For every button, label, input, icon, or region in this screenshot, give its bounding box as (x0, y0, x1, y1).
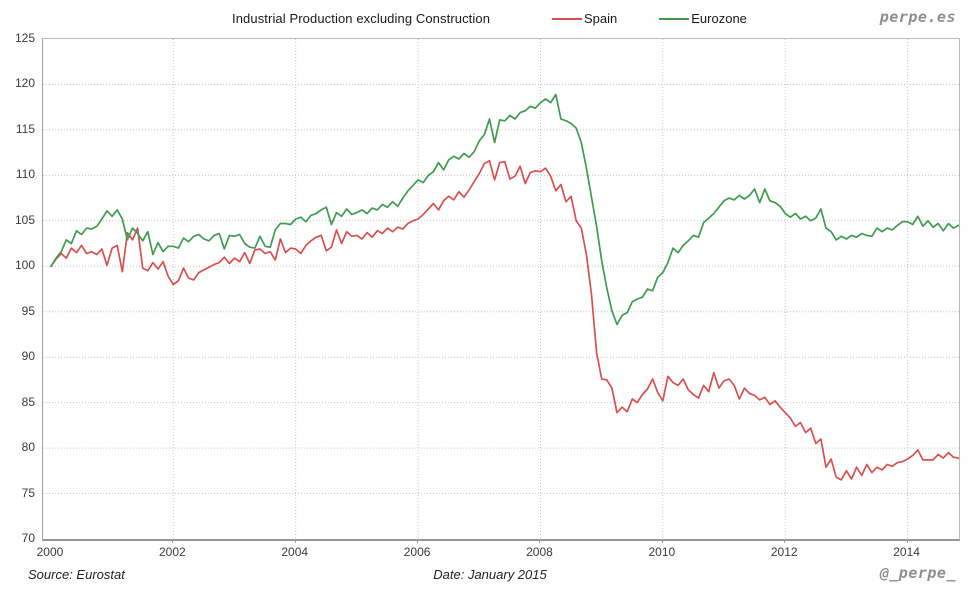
spain-line-swatch (552, 17, 582, 20)
x-tick-mark (907, 539, 908, 543)
legend-label-eurozone: Eurozone (691, 11, 747, 26)
x-tick-label: 2012 (770, 545, 798, 559)
y-tick-label: 110 (15, 167, 35, 182)
x-tick-label: 2000 (36, 545, 64, 559)
series-line-eurozone (50, 93, 959, 326)
x-tick-mark (172, 539, 173, 543)
plot-area (42, 38, 960, 541)
x-tick-label: 2004 (281, 545, 309, 559)
line-chart-svg (43, 39, 959, 539)
legend-label-spain: Spain (584, 11, 618, 26)
x-tick-label: 2010 (648, 545, 676, 559)
twitter-handle: @_perpe_ (879, 564, 956, 582)
y-tick-label: 70 (21, 531, 35, 545)
legend-item-eurozone: Eurozone (659, 11, 747, 26)
series-line-spain (50, 159, 959, 481)
y-tick-label: 75 (21, 485, 35, 500)
y-tick-label: 105 (14, 212, 35, 227)
x-tick-label: 2014 (893, 545, 920, 559)
legend-item-spain: Spain (552, 11, 617, 26)
date-note: Date: January 2015 (433, 567, 547, 582)
x-tick-label: 2006 (403, 545, 431, 559)
y-tick-label: 115 (15, 121, 35, 136)
brand-logo-text: perpe.es (879, 8, 956, 26)
y-tick-label: 125 (14, 31, 35, 45)
y-tick-label: 90 (21, 349, 35, 364)
x-tick-mark (784, 539, 785, 543)
y-tick-label: 100 (14, 258, 35, 273)
eurozone-line-swatch (659, 17, 690, 20)
source-note: Source: Eurostat (28, 567, 125, 582)
x-tick-mark (417, 539, 418, 543)
y-tick-label: 120 (14, 76, 35, 91)
y-tick-label: 95 (21, 303, 35, 318)
x-tick-label: 2002 (158, 545, 186, 559)
x-tick-mark (539, 539, 540, 543)
x-tick-mark (662, 539, 663, 543)
y-tick-label: 85 (21, 394, 35, 409)
x-tick-mark (295, 539, 296, 543)
chart-legend: Spain Eurozone (552, 11, 747, 26)
chart-title: Industrial Production excluding Construc… (232, 11, 491, 26)
x-tick-label: 2008 (526, 545, 553, 559)
y-tick-label: 80 (21, 440, 35, 455)
